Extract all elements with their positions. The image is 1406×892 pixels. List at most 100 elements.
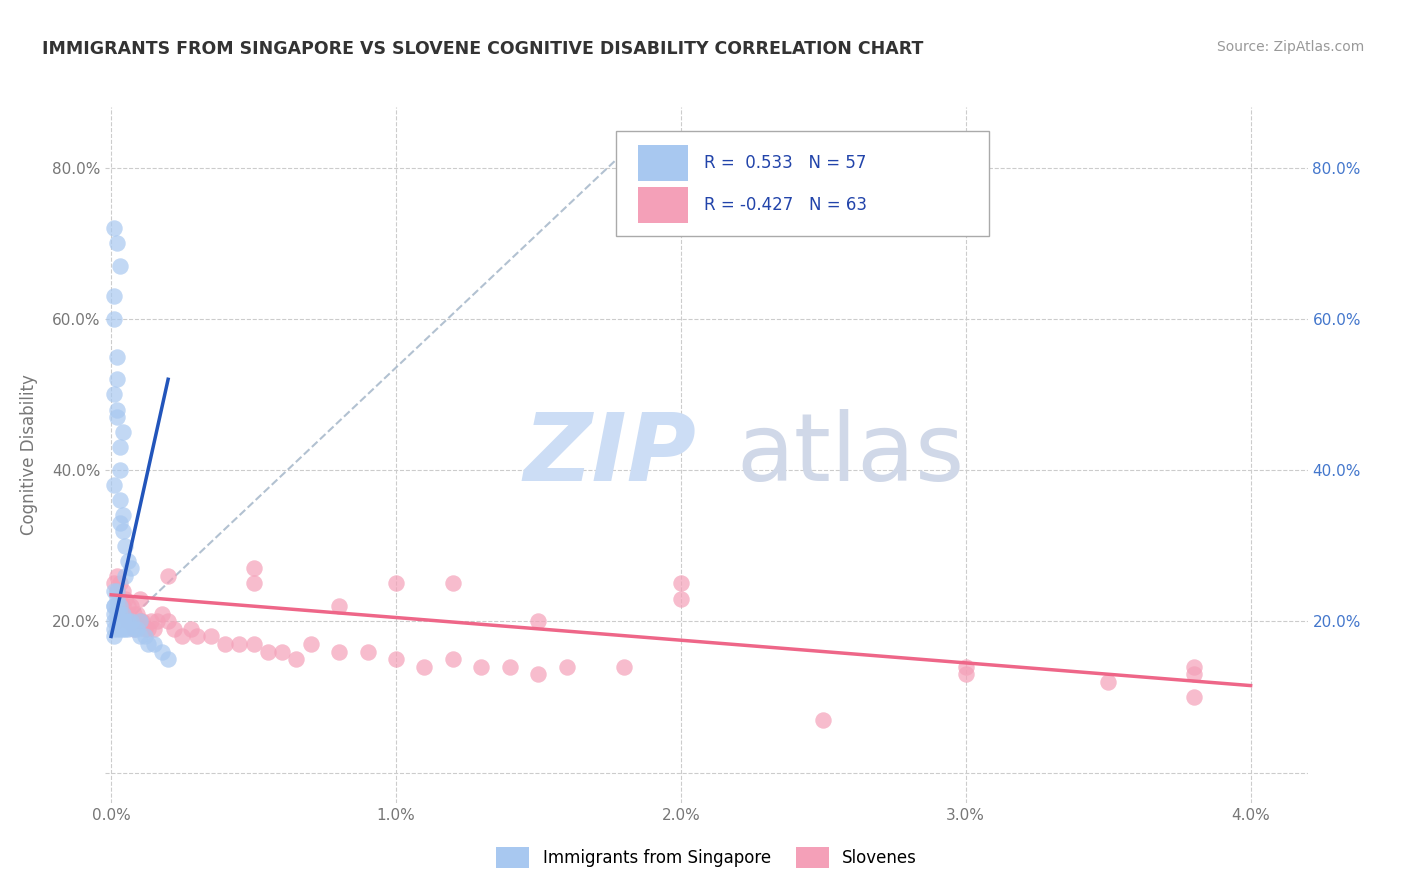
Point xyxy=(157,569,180,583)
Point xyxy=(108,493,131,508)
Point xyxy=(114,539,136,553)
Point xyxy=(128,615,150,629)
Point xyxy=(117,615,139,629)
Point xyxy=(105,615,128,629)
Point xyxy=(120,599,142,614)
Point xyxy=(136,637,159,651)
Point xyxy=(108,607,131,621)
Point xyxy=(105,591,128,606)
Point xyxy=(145,615,167,629)
Point xyxy=(134,629,156,643)
Point xyxy=(114,569,136,583)
Point xyxy=(105,584,128,599)
Point xyxy=(555,659,578,673)
Point xyxy=(122,607,145,621)
Point xyxy=(328,644,350,658)
Point xyxy=(117,599,139,614)
Point xyxy=(105,410,128,425)
Point xyxy=(299,637,322,651)
Text: atlas: atlas xyxy=(737,409,965,501)
Point xyxy=(105,584,128,599)
Point xyxy=(108,622,131,636)
Y-axis label: Cognitive Disability: Cognitive Disability xyxy=(20,375,38,535)
Point xyxy=(105,350,128,364)
Point xyxy=(1097,674,1119,689)
Point xyxy=(157,652,180,666)
Point xyxy=(242,561,264,575)
Text: Source: ZipAtlas.com: Source: ZipAtlas.com xyxy=(1216,40,1364,54)
Point xyxy=(108,599,131,614)
Point xyxy=(214,637,236,651)
Point xyxy=(813,713,835,727)
Point xyxy=(105,402,128,417)
Point xyxy=(114,591,136,606)
Point xyxy=(200,629,222,643)
Point xyxy=(117,554,139,568)
Point xyxy=(669,576,692,591)
Point xyxy=(117,622,139,636)
Point xyxy=(103,599,125,614)
Point xyxy=(186,629,208,643)
Point xyxy=(120,561,142,575)
Point xyxy=(111,425,134,440)
Point xyxy=(125,622,148,636)
Point xyxy=(136,622,159,636)
Point xyxy=(955,667,977,681)
FancyBboxPatch shape xyxy=(638,187,689,223)
Point xyxy=(285,652,308,666)
Point xyxy=(114,622,136,636)
Point xyxy=(103,629,125,643)
Point xyxy=(142,622,165,636)
Point xyxy=(499,659,522,673)
Point xyxy=(669,591,692,606)
Point xyxy=(125,607,148,621)
Point xyxy=(1182,690,1205,704)
Point xyxy=(385,652,408,666)
Text: R =  0.533   N = 57: R = 0.533 N = 57 xyxy=(704,154,866,172)
Point xyxy=(105,607,128,621)
Text: ZIP: ZIP xyxy=(524,409,697,501)
Point xyxy=(105,599,128,614)
Point xyxy=(328,599,350,614)
Point xyxy=(111,524,134,538)
Point xyxy=(103,478,125,492)
Point xyxy=(152,607,174,621)
Point xyxy=(413,659,436,673)
Point xyxy=(103,615,125,629)
Point xyxy=(356,644,378,658)
Point xyxy=(613,659,636,673)
Point xyxy=(108,441,131,455)
Point xyxy=(103,599,125,614)
Point xyxy=(128,591,150,606)
Point xyxy=(271,644,294,658)
Point xyxy=(103,289,125,303)
Point xyxy=(128,615,150,629)
Point xyxy=(385,576,408,591)
Point xyxy=(242,637,264,651)
Point xyxy=(108,591,131,606)
Point xyxy=(142,637,165,651)
Point xyxy=(441,652,464,666)
Point xyxy=(108,516,131,530)
Legend: Immigrants from Singapore, Slovenes: Immigrants from Singapore, Slovenes xyxy=(489,841,924,874)
Point xyxy=(152,644,174,658)
Point xyxy=(103,584,125,599)
Text: IMMIGRANTS FROM SINGAPORE VS SLOVENE COGNITIVE DISABILITY CORRELATION CHART: IMMIGRANTS FROM SINGAPORE VS SLOVENE COG… xyxy=(42,40,924,58)
Point xyxy=(111,508,134,523)
Text: R = -0.427   N = 63: R = -0.427 N = 63 xyxy=(704,196,868,214)
Point xyxy=(128,629,150,643)
Point xyxy=(1182,659,1205,673)
Point xyxy=(105,372,128,386)
Point xyxy=(108,259,131,273)
Point xyxy=(108,463,131,477)
Point xyxy=(105,236,128,251)
Point xyxy=(527,615,550,629)
Point xyxy=(134,622,156,636)
Point xyxy=(470,659,492,673)
Point xyxy=(157,615,180,629)
Point xyxy=(117,615,139,629)
Point xyxy=(111,584,134,599)
Point xyxy=(108,615,131,629)
Point xyxy=(1182,667,1205,681)
Point xyxy=(163,622,186,636)
